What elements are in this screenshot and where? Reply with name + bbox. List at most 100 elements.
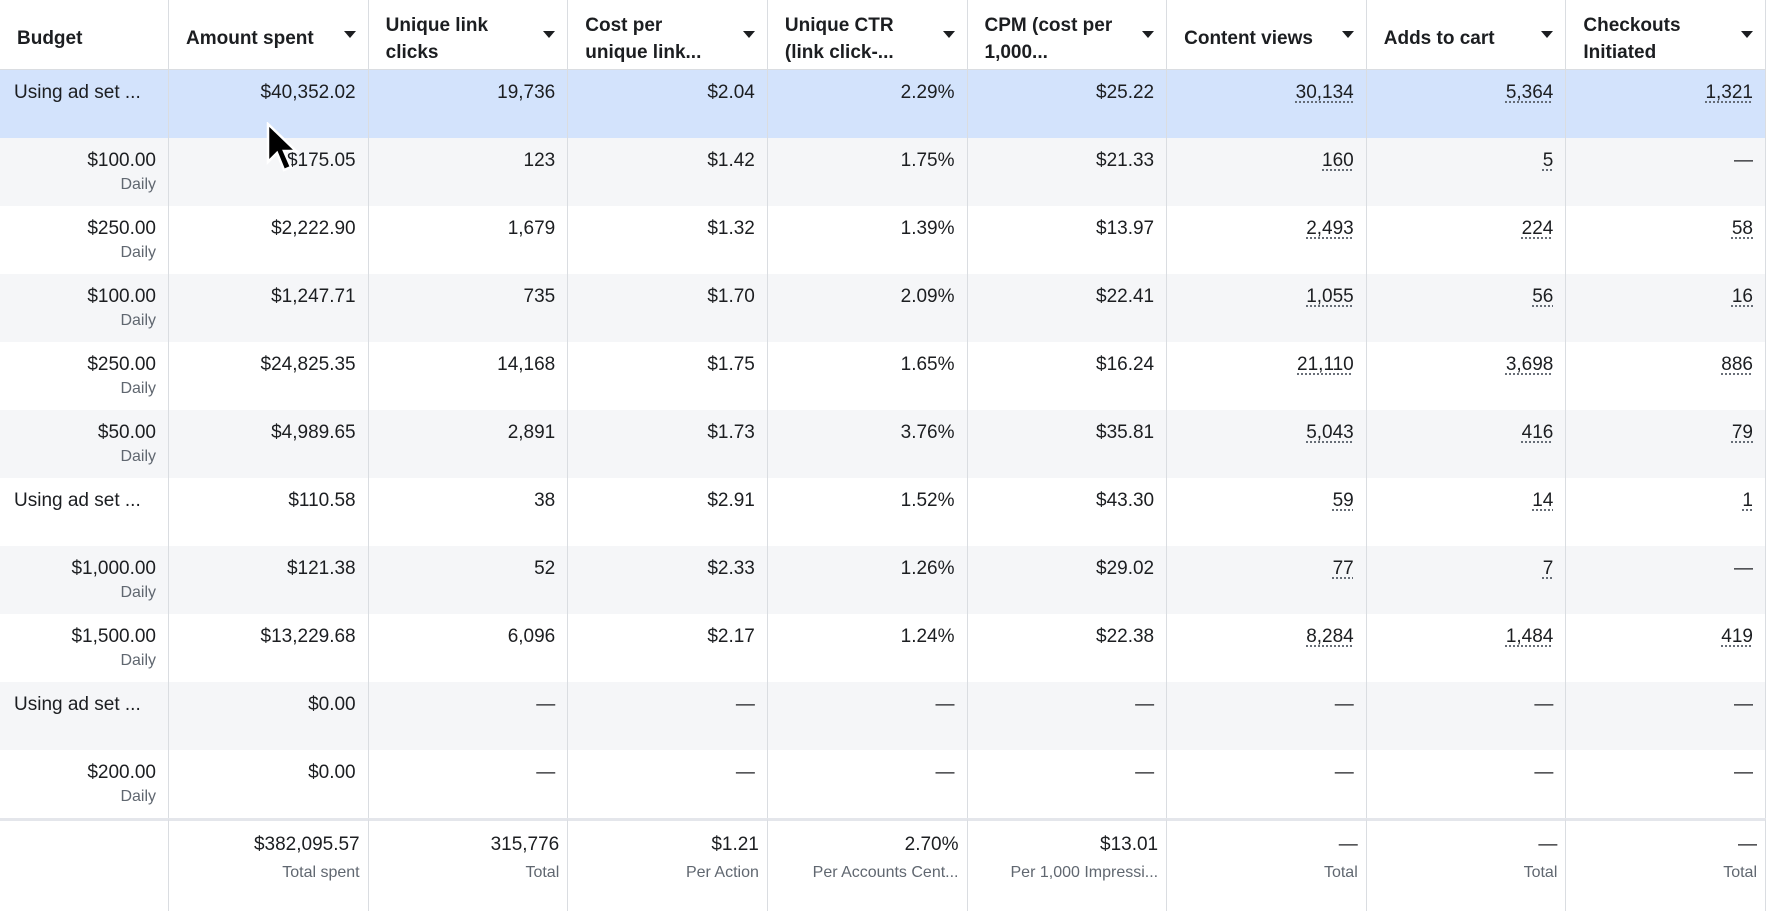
metric-value: $2.33 [707, 558, 755, 579]
footer-label: Per 1,000 Impressi... [1010, 864, 1159, 881]
metric-value[interactable]: 59 [1332, 490, 1354, 511]
budget-cell: Using ad set ... [0, 70, 169, 138]
metric-value[interactable]: 16 [1731, 286, 1753, 307]
metric-cell: $110.58 [169, 478, 369, 546]
budget-cell: $250.00 Daily [0, 342, 169, 410]
metric-cell: — [768, 750, 968, 818]
metric-value[interactable]: 5,364 [1505, 82, 1554, 103]
metric-value[interactable]: 416 [1521, 422, 1554, 443]
metric-cell: 1,321 [1566, 70, 1766, 138]
metric-value: $1.32 [707, 218, 755, 239]
column-header[interactable]: Budget [0, 0, 169, 70]
metric-value[interactable]: 56 [1532, 286, 1554, 307]
metric-value[interactable]: 1 [1742, 490, 1753, 511]
metric-value[interactable]: 224 [1521, 218, 1554, 239]
metric-cell: — [968, 750, 1168, 818]
sort-arrow[interactable] [942, 31, 955, 38]
metric-cell: 19,736 [368, 70, 569, 138]
metric-value[interactable]: 14 [1532, 490, 1554, 511]
sort-arrow[interactable] [1142, 31, 1155, 38]
metric-value: $2.91 [707, 490, 755, 511]
metric-value[interactable]: 5,043 [1306, 422, 1354, 443]
metric-cell: 16 [1566, 274, 1766, 342]
metric-cell: $43.30 [968, 478, 1168, 546]
metric-cell: 1.26% [767, 546, 968, 614]
footer-value: — [1538, 834, 1558, 855]
metric-cell: 6,096 [369, 614, 569, 682]
metric-value: $25.22 [1096, 82, 1155, 103]
metric-value[interactable]: 30,134 [1295, 82, 1354, 103]
header-label: unique link... [585, 41, 702, 63]
column-header[interactable]: Unique CTR (link click-... [767, 0, 968, 70]
budget-period: Daily [120, 788, 156, 805]
metric-value: $1.70 [707, 286, 755, 307]
header-label: Content views [1184, 28, 1313, 49]
metric-value[interactable]: 886 [1721, 354, 1753, 375]
column-header[interactable]: Content views [1167, 0, 1367, 70]
metric-value: — [1135, 762, 1155, 783]
metric-value[interactable]: 160 [1322, 150, 1354, 171]
metric-cell: 160 [1167, 138, 1367, 206]
budget-value: $200.00 [87, 762, 156, 783]
sort-arrow[interactable] [543, 31, 556, 38]
metric-value[interactable]: 58 [1731, 218, 1753, 239]
metric-value: $2.04 [707, 82, 755, 103]
metric-value[interactable]: 3,698 [1505, 354, 1554, 375]
metric-cell: $2.04 [568, 70, 768, 138]
metric-value: — [1135, 694, 1155, 715]
budget-period: Daily [120, 176, 156, 193]
metric-value[interactable]: 5 [1542, 150, 1554, 171]
metric-value[interactable]: 77 [1332, 558, 1354, 579]
sort-arrow[interactable] [742, 31, 755, 38]
column-header[interactable]: CPM (cost per 1,000... [967, 0, 1168, 70]
budget-value: $1,000.00 [71, 558, 156, 579]
sort-arrow[interactable] [1341, 31, 1354, 38]
column-header[interactable]: Amount spent [169, 0, 369, 70]
sort-arrow[interactable] [1541, 31, 1554, 38]
metric-value: — [735, 762, 755, 783]
metric-cell: 1,484 [1367, 614, 1567, 682]
metric-cell: 2.29% [767, 70, 968, 138]
metric-value[interactable]: 7 [1542, 558, 1554, 579]
metric-cell: 58 [1566, 206, 1766, 274]
budget-period: Daily [120, 380, 156, 397]
footer-value: 2.70% [904, 834, 959, 855]
column-header[interactable]: Cost per unique link... [568, 0, 768, 70]
metric-cell: $2,222.90 [169, 206, 369, 274]
metric-value: $110.58 [288, 490, 356, 511]
metric-cell: $13,229.68 [169, 614, 369, 682]
metric-value[interactable]: 21,110 [1297, 354, 1354, 375]
header-label: (link click-... [784, 41, 894, 63]
metric-value[interactable]: 1,055 [1306, 286, 1354, 307]
metric-cell: 1,679 [369, 206, 569, 274]
metric-value[interactable]: 1,321 [1705, 82, 1753, 103]
metric-value[interactable]: 419 [1721, 626, 1753, 647]
metric-cell: $0.00 [169, 750, 369, 818]
metric-cell: 735 [368, 274, 569, 342]
metric-value[interactable]: 2,493 [1306, 218, 1354, 239]
metric-value: — [1334, 762, 1354, 783]
metric-value: 1.39% [900, 218, 955, 239]
metric-cell: 1.75% [767, 138, 968, 206]
metric-value[interactable]: 1,484 [1505, 626, 1554, 647]
metric-value: 14,168 [497, 354, 556, 375]
metric-cell: $1.73 [568, 410, 768, 478]
footer-label: Per Accounts Cent... [812, 864, 959, 881]
column-header[interactable]: Unique link clicks [368, 0, 569, 70]
footer-value: $1.21 [711, 834, 759, 855]
budget-cell: Using ad set ... [0, 682, 169, 750]
metric-value: 19,736 [497, 82, 556, 103]
metric-value[interactable]: 79 [1731, 422, 1753, 443]
metric-value: $21.33 [1096, 150, 1155, 171]
metric-cell: 5,364 [1366, 70, 1567, 138]
column-header[interactable]: Checkouts Initiated [1566, 0, 1766, 70]
metric-value[interactable]: 8,284 [1306, 626, 1354, 647]
footer-label: Total spent [282, 864, 360, 881]
footer-cell [0, 818, 169, 911]
column-header[interactable]: Adds to cart [1366, 0, 1567, 70]
metric-value: 52 [534, 558, 556, 579]
sort-arrow[interactable] [1741, 31, 1753, 38]
metric-cell: 2,493 [1167, 206, 1367, 274]
sort-arrow[interactable] [343, 31, 356, 38]
